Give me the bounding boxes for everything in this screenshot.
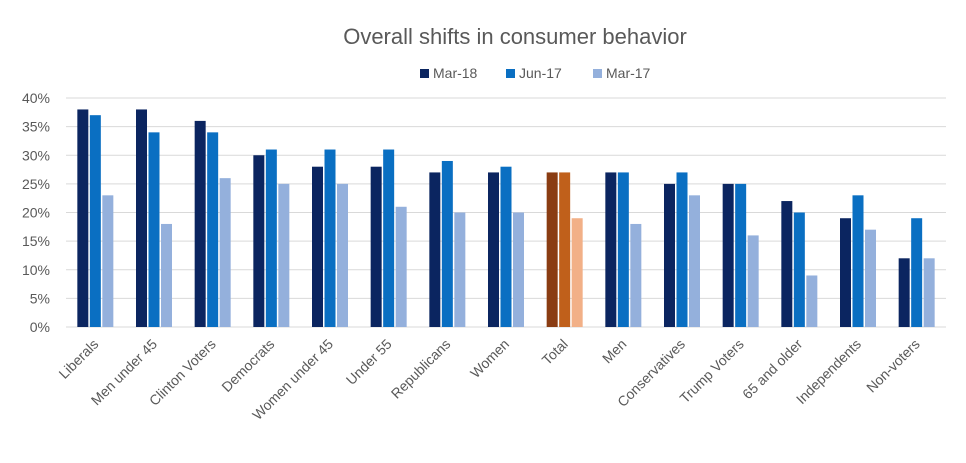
bar-mar-18-conservatives [664,183,675,327]
bar-mar-17-conservatives [689,195,700,327]
bar-mar-18-65-and-older [781,201,793,327]
y-tick-label: 10% [22,262,50,278]
bar-jun-17-men [617,172,629,327]
bar-jun-17-65-and-older [793,212,805,327]
bar-jun-17-total [559,172,571,327]
bar-jun-17-conservatives [676,172,688,327]
legend-label-mar-17: Mar-17 [606,65,651,81]
chart-title: Overall shifts in consumer behavior [343,24,687,49]
bar-mar-17-men-under-45 [161,223,172,327]
legend-label-jun-17: Jun-17 [519,65,562,81]
bar-mar-17-total [571,218,583,327]
bar-mar-17-women [513,212,524,327]
bar-mar-17-independents [865,229,876,327]
x-tick-label: Under 55 [343,336,395,388]
x-tick-label: Total [539,336,571,368]
x-tick-label: Non-voters [863,336,923,396]
bar-mar-18-independents [840,218,851,327]
bar-mar-17-clinton-voters [219,178,231,327]
y-tick-label: 25% [22,176,50,192]
bar-mar-17-trump-voters [747,235,759,327]
bar-jun-17-under-55 [383,149,395,327]
bar-mar-17-65-and-older [806,275,818,327]
bar-mar-17-women-under-45 [337,183,348,327]
legend: Mar-18 Jun-17 Mar-17 [420,65,651,81]
bar-jun-17-women [500,166,512,327]
bar-mar-17-republicans [454,212,466,327]
bar-jun-17-independents [852,195,864,327]
y-tick-label: 5% [30,290,50,306]
bar-jun-17-trump-voters [735,183,747,327]
bar-mar-18-men-under-45 [136,109,147,327]
x-tick-label: Democrats [218,336,277,395]
bar-jun-17-non-voters [911,218,923,327]
bar-jun-17-clinton-voters [207,132,219,327]
y-tick-label: 15% [22,233,50,249]
bar-jun-17-republicans [441,160,453,327]
bars [77,109,935,328]
legend-swatch-mar-17 [593,69,602,78]
y-tick-label: 0% [30,319,50,335]
y-tick-label: 30% [22,147,50,163]
bar-mar-17-under-55 [395,206,407,327]
legend-label-mar-18: Mar-18 [433,65,478,81]
bar-mar-18-non-voters [898,258,910,327]
bar-mar-18-men [605,172,617,327]
bar-jun-17-women-under-45 [324,149,336,327]
y-axis: 0% 5% 10% 15% 20% 25% 30% 35% 40% [22,90,50,335]
legend-swatch-jun-17 [506,69,515,78]
x-tick-label: Women [467,336,512,381]
legend-swatch-mar-18 [420,69,429,78]
bar-mar-18-liberals [77,109,89,327]
y-tick-label: 40% [22,90,50,106]
x-tick-label: Men [599,336,630,367]
bar-mar-18-trump-voters [722,183,734,327]
x-tick-label: Liberals [55,336,101,382]
bar-mar-17-liberals [102,195,114,327]
bar-mar-18-women [488,172,499,327]
bar-mar-18-clinton-voters [194,120,206,328]
y-tick-label: 35% [22,119,50,135]
bar-mar-18-republicans [429,172,441,327]
bar-mar-17-non-voters [923,258,935,327]
bar-jun-17-men-under-45 [148,132,160,327]
bar-mar-18-women-under-45 [312,166,323,327]
bar-mar-18-total [546,172,558,327]
bar-mar-17-men [630,223,642,327]
bar-mar-18-under-55 [370,166,382,327]
y-tick-label: 20% [22,205,50,221]
bar-jun-17-democrats [265,149,277,327]
bar-mar-17-democrats [278,183,290,327]
bar-jun-17-liberals [89,115,101,327]
bar-mar-18-democrats [253,155,265,327]
x-tick-label: Republicans [388,336,454,402]
